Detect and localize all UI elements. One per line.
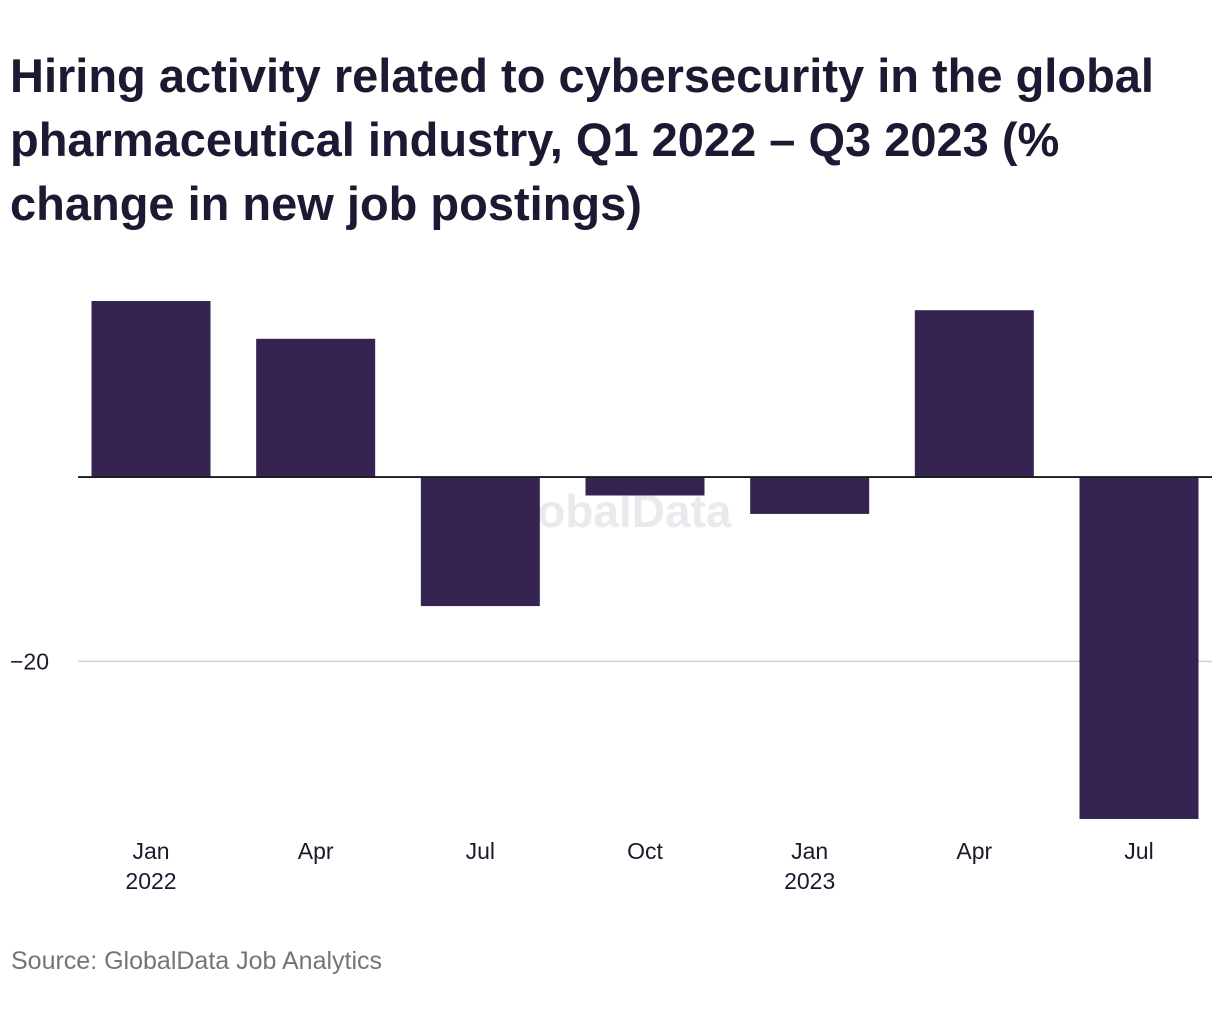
x-tick-label: Apr xyxy=(956,838,992,864)
y-tick-label: −20 xyxy=(10,648,49,674)
x-tick-label: Jan xyxy=(791,838,828,864)
x-tick-label: Jul xyxy=(466,838,495,864)
bar xyxy=(750,477,870,514)
x-tick-label: Jan xyxy=(132,838,169,864)
x-tick-label: Oct xyxy=(627,838,663,864)
x-tick-label: Apr xyxy=(298,838,334,864)
bar xyxy=(585,477,705,496)
chart-title: Hiring activity related to cybersecurity… xyxy=(10,49,1154,230)
bar xyxy=(914,310,1034,478)
x-tick-label: Jul xyxy=(1124,838,1153,864)
x-tick-year-label: 2022 xyxy=(125,868,176,894)
x-tick-year-label: 2023 xyxy=(784,868,835,894)
bar xyxy=(1079,477,1199,819)
bar xyxy=(256,338,376,478)
bar xyxy=(420,477,540,607)
label-layer: −20 Jan 2022 Apr Jul Oct Jan 2023 Apr Jul xyxy=(10,648,1154,894)
bar-layer xyxy=(91,301,1199,819)
source-note: Source: GlobalData Job Analytics xyxy=(11,947,383,975)
bar xyxy=(91,301,211,478)
